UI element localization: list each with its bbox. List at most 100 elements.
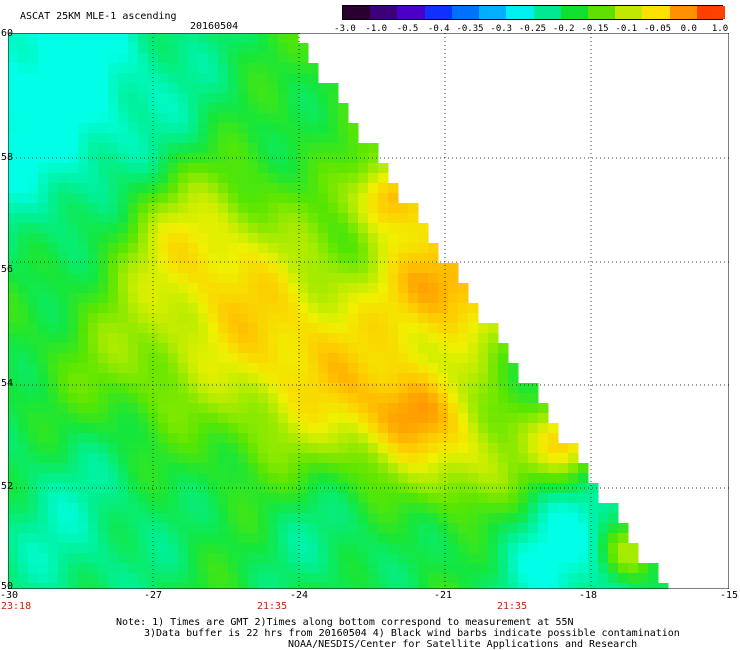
wind-cell [358,313,369,324]
wind-cell [68,313,79,324]
wind-cell [468,333,479,344]
wind-cell [128,93,139,104]
wind-cell [318,393,329,404]
wind-cell [98,93,109,104]
wind-cell [628,583,639,589]
wind-cell [258,463,269,474]
wind-cell [138,63,149,74]
wind-cell [398,553,409,564]
wind-cell [48,233,59,244]
wind-cell [318,583,329,589]
wind-cell [48,153,59,164]
wind-cell [368,153,379,164]
wind-cell [448,543,459,554]
wind-cell [548,433,559,444]
wind-cell [318,423,329,434]
wind-cell [98,63,109,74]
wind-cell [78,583,89,589]
wind-cell [288,273,299,284]
wind-cell [98,333,109,344]
wind-cell [478,493,489,504]
wind-cell [88,323,99,334]
wind-cell [68,103,79,114]
wind-cell [488,483,499,494]
wind-cell [208,313,219,324]
wind-cell [178,323,189,334]
wind-cell [258,183,269,194]
wind-cell [518,553,529,564]
wind-cell [658,583,669,589]
wind-cell [198,33,209,44]
wind-cell [138,323,149,334]
wind-cell [18,153,29,164]
wind-cell [448,493,459,504]
wind-cell [248,523,259,534]
wind-cell [8,163,19,174]
wind-cell [508,573,519,584]
wind-cell [168,133,179,144]
wind-cell [138,463,149,474]
wind-cell [58,463,69,474]
wind-cell [298,53,309,64]
wind-cell [78,533,89,544]
wind-cell [418,303,429,314]
wind-cell [8,383,19,394]
wind-cell [28,203,39,214]
wind-cell [508,503,519,514]
wind-cell [438,293,449,304]
wind-cell [158,173,169,184]
wind-cell [48,133,59,144]
wind-cell [538,423,549,434]
wind-cell [38,583,49,589]
wind-cell [38,473,49,484]
wind-cell [8,233,19,244]
wind-cell [268,153,279,164]
wind-cell [528,463,539,474]
wind-cell [408,353,419,364]
wind-cell [68,263,79,274]
wind-cell [48,63,59,74]
wind-cell [158,133,169,144]
wind-cell [128,463,139,474]
wind-cell [528,573,539,584]
color-scale-swatch [615,6,644,19]
wind-cell [348,333,359,344]
wind-cell [238,453,249,464]
wind-cell [548,453,559,464]
wind-cell [298,323,309,334]
wind-cell [308,73,319,84]
wind-cell [638,573,649,584]
wind-cell [218,163,229,174]
wind-cell [58,453,69,464]
wind-cell [508,463,519,474]
wind-cell [408,453,419,464]
wind-cell [388,263,399,274]
wind-cell [8,303,19,314]
wind-cell [278,573,289,584]
wind-cell [598,573,609,584]
note-line-3: NOAA/NESDIS/Center for Satellite Applica… [288,639,638,650]
wind-cell [228,303,239,314]
wind-cell [238,243,249,254]
wind-cell [558,473,569,484]
wind-cell [18,583,29,589]
wind-cell [118,533,129,544]
wind-cell [48,293,59,304]
wind-cell [178,183,189,194]
wind-cell [408,483,419,494]
wind-cell [258,563,269,574]
wind-cell [298,443,309,454]
wind-cell [228,203,239,214]
wind-cell [288,563,299,574]
wind-cell [438,473,449,484]
wind-cell [28,363,39,374]
wind-cell [28,193,39,204]
wind-cell [58,73,69,84]
wind-cell [128,43,139,54]
wind-cell [298,173,309,184]
wind-cell [48,103,59,114]
wind-cell [648,583,659,589]
wind-cell [308,433,319,444]
wind-cell [238,323,249,334]
wind-cell [368,243,379,254]
